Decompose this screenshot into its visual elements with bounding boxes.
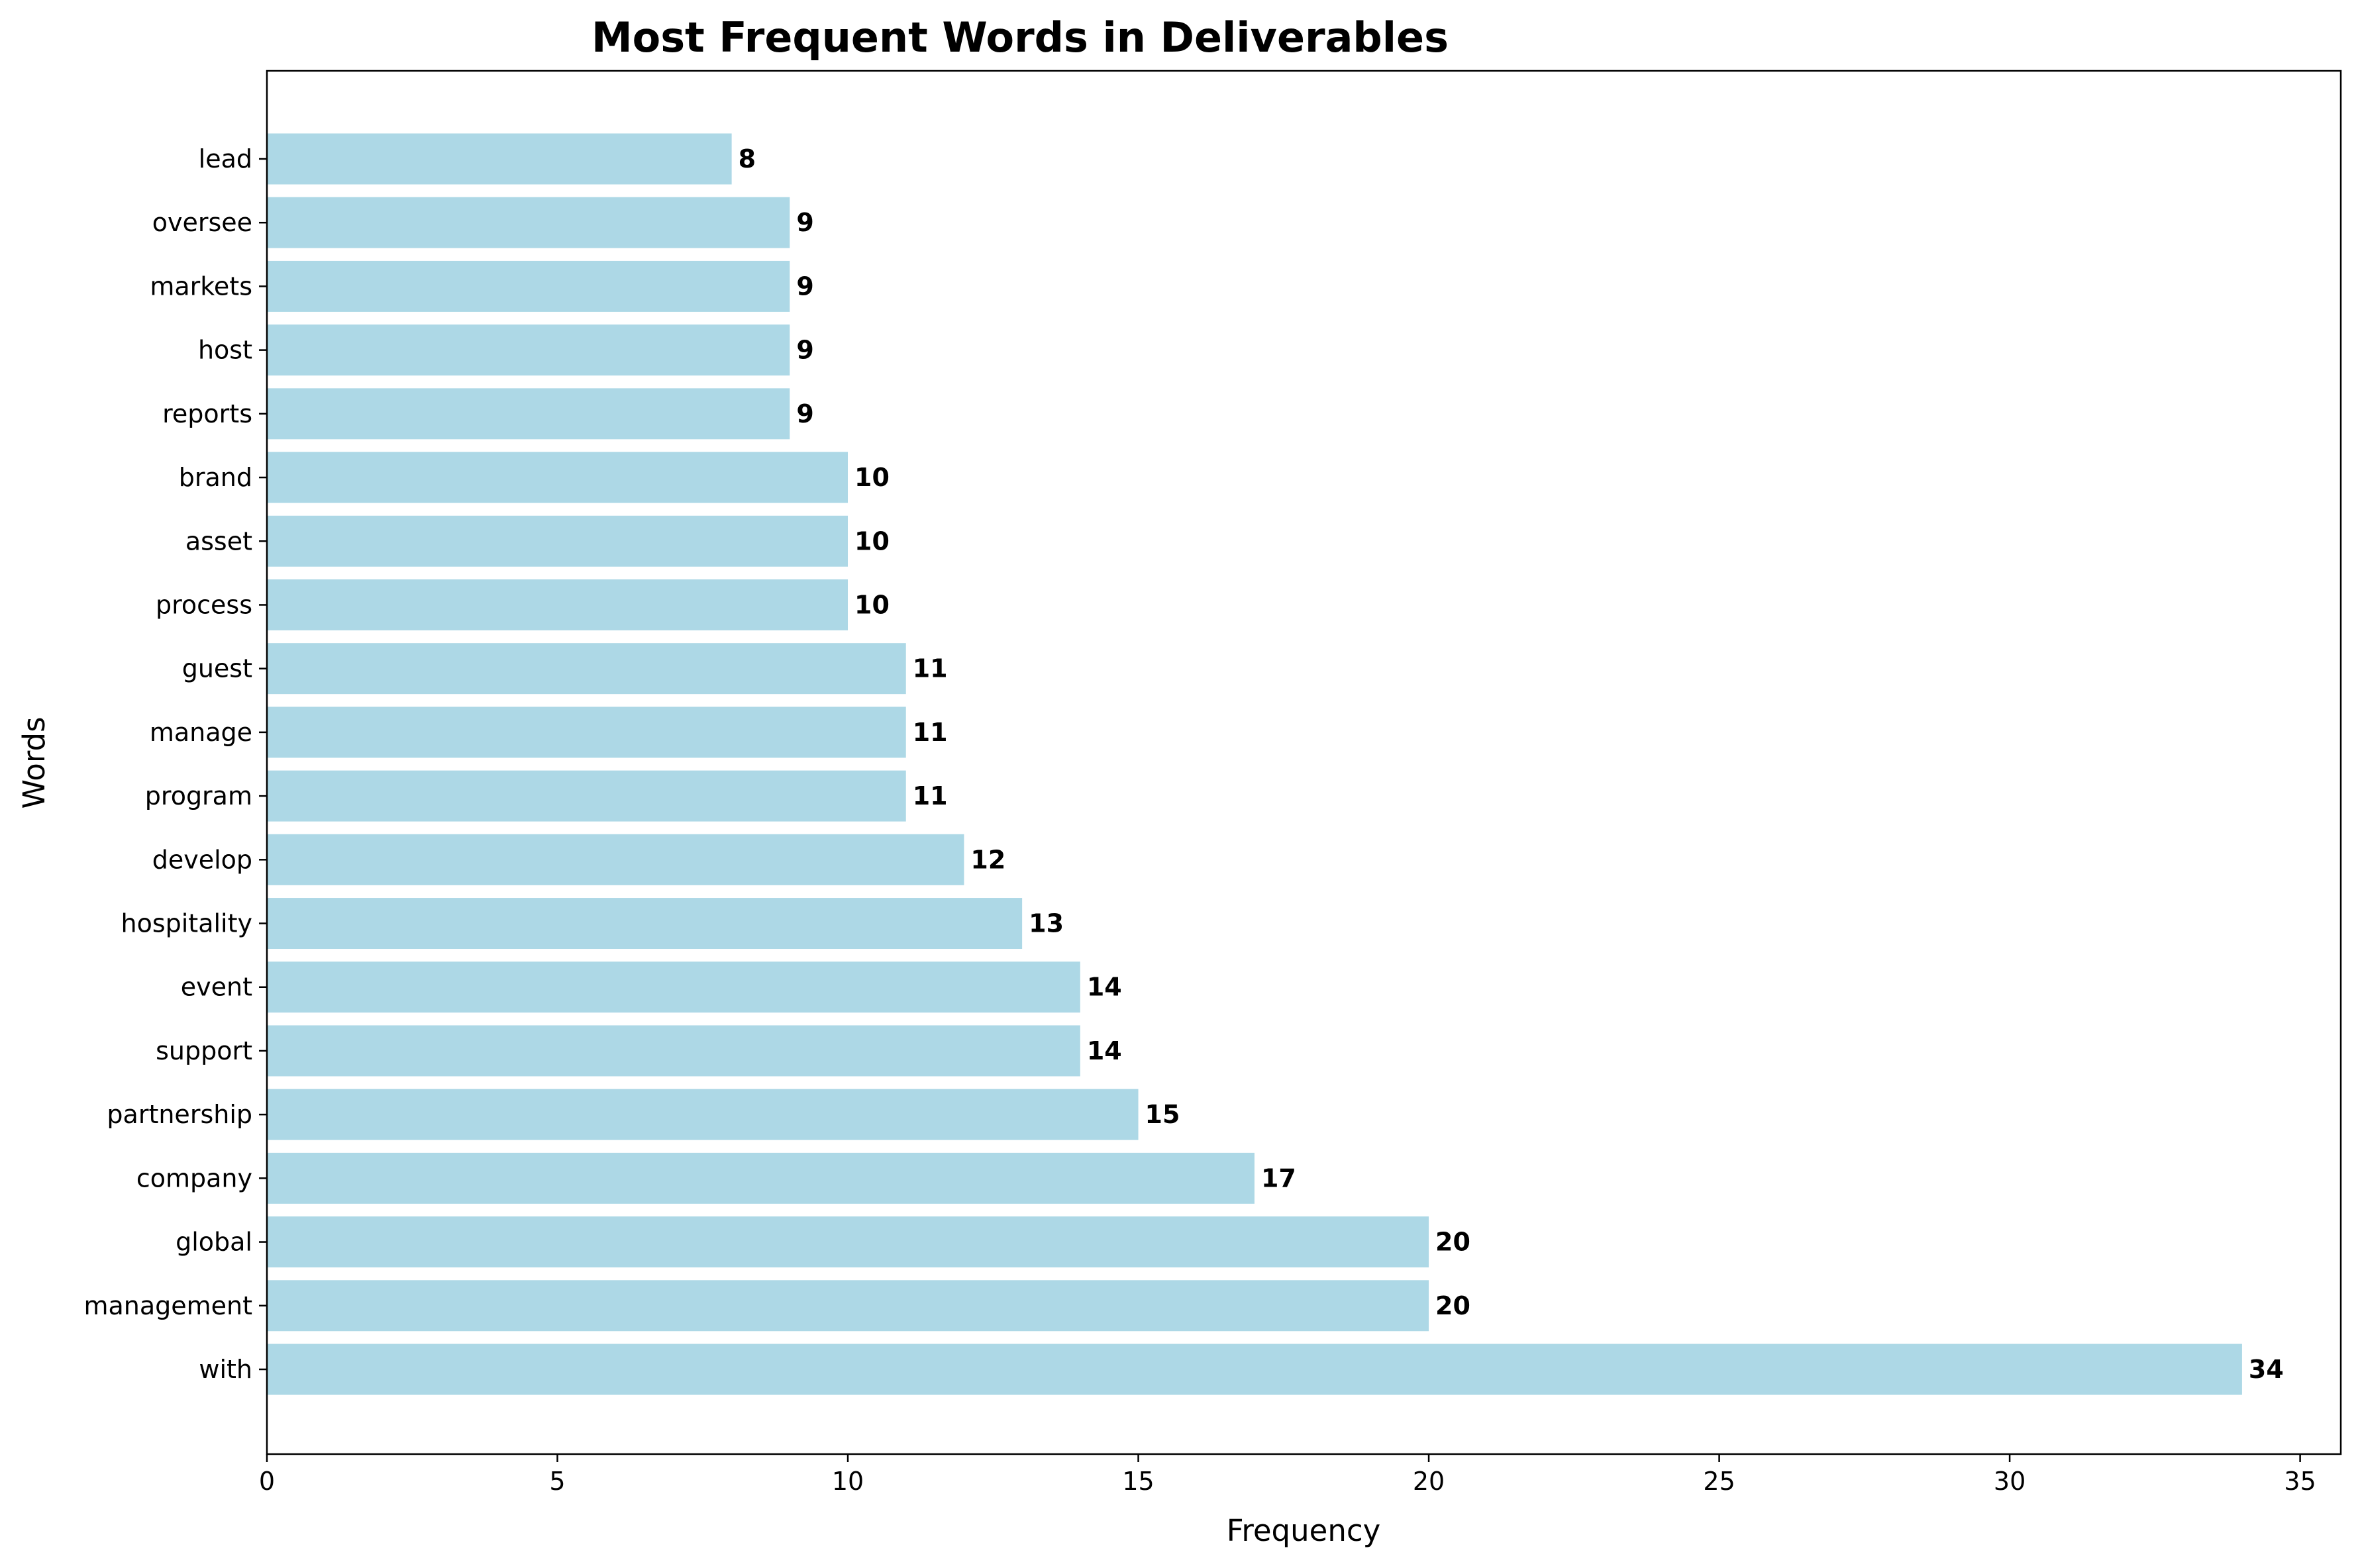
- bar-value-brand: 10: [854, 463, 890, 492]
- y-tick-label-event: event: [181, 973, 252, 1002]
- y-tick-label-company: company: [136, 1163, 252, 1193]
- y-tick-label-host: host: [198, 336, 252, 365]
- bar-partnership: [267, 1089, 1139, 1140]
- bar-process: [267, 579, 848, 630]
- y-tick-label-asset: asset: [185, 526, 252, 556]
- bar-value-company: 17: [1261, 1163, 1296, 1193]
- bar-value-program: 11: [913, 781, 948, 810]
- y-axis-ticks: with management global company partnership su…: [83, 144, 267, 1384]
- y-tick-label-process: process: [156, 590, 252, 619]
- y-tick-label-support: support: [156, 1036, 252, 1065]
- y-axis-label: Words: [17, 716, 52, 808]
- bar-value-guest: 11: [913, 654, 948, 683]
- bar-value-markets: 9: [796, 271, 813, 301]
- y-tick-label-global: global: [176, 1228, 252, 1257]
- x-tick-label-20: 20: [1413, 1467, 1445, 1496]
- bar-value-lead: 8: [739, 144, 756, 173]
- y-tick-label-develop: develop: [152, 845, 252, 874]
- bar-value-global: 20: [1435, 1228, 1470, 1257]
- bar-value-asset: 10: [854, 526, 890, 556]
- plot-frame: [266, 70, 2342, 1455]
- y-tick-label-program: program: [145, 781, 252, 810]
- bar-oversee: [267, 197, 790, 248]
- bar-value-host: 9: [796, 336, 813, 365]
- bar-manage: [267, 707, 906, 758]
- bar-host: [267, 324, 790, 376]
- bar-value-process: 10: [854, 590, 890, 619]
- bar-hospitality: [267, 898, 1023, 950]
- y-tick-label-manage: manage: [150, 718, 252, 747]
- bar-value-with: 34: [2249, 1355, 2284, 1384]
- bar-company: [267, 1152, 1255, 1204]
- bar-markets: [267, 260, 790, 312]
- bar-global: [267, 1216, 1429, 1268]
- bar-event: [267, 961, 1080, 1013]
- bar-lead: [267, 133, 732, 185]
- bars-group: [267, 133, 2242, 1395]
- y-tick-label-with: with: [199, 1355, 252, 1384]
- bar-with: [267, 1344, 2242, 1395]
- y-tick-label-lead: lead: [199, 144, 252, 173]
- x-tick-label-25: 25: [1703, 1467, 1735, 1496]
- bar-value-management: 20: [1435, 1291, 1470, 1320]
- bar-value-manage: 11: [913, 718, 948, 747]
- bar-management: [267, 1280, 1429, 1332]
- x-tick-label-35: 35: [2284, 1467, 2316, 1496]
- x-tick-label-30: 30: [1994, 1467, 2026, 1496]
- bar-value-reports: 9: [796, 399, 813, 428]
- bar-reports: [267, 388, 790, 440]
- y-tick-label-guest: guest: [182, 654, 252, 683]
- bar-support: [267, 1025, 1080, 1077]
- bar-brand: [267, 452, 848, 503]
- y-tick-label-brand: brand: [179, 463, 252, 492]
- y-tick-label-hospitality: hospitality: [121, 909, 253, 938]
- y-tick-label-partnership: partnership: [107, 1100, 252, 1129]
- y-tick-label-markets: markets: [150, 271, 252, 301]
- y-tick-label-reports: reports: [162, 399, 252, 428]
- y-tick-label-oversee: oversee: [152, 208, 252, 237]
- bar-develop: [267, 834, 964, 885]
- bar-asset: [267, 515, 848, 567]
- bar-value-support: 14: [1087, 1036, 1122, 1065]
- bar-program: [267, 770, 906, 822]
- chart-title: Most Frequent Words in Deliverables: [591, 13, 1449, 62]
- x-tick-label-5: 5: [549, 1467, 565, 1496]
- bar-value-develop: 12: [970, 845, 1005, 874]
- x-axis-label: Frequency: [1227, 1513, 1380, 1548]
- x-tick-label-0: 0: [259, 1467, 275, 1496]
- y-tick-label-management: management: [83, 1291, 252, 1320]
- x-axis-ticks: 0 5 10 15 20 25 30 35: [259, 1454, 2316, 1496]
- bar-value-hospitality: 13: [1029, 909, 1064, 938]
- x-tick-label-10: 10: [832, 1467, 864, 1496]
- bar-value-partnership: 15: [1145, 1100, 1180, 1129]
- bar-value-event: 14: [1087, 973, 1122, 1002]
- bar-value-oversee: 9: [796, 208, 813, 237]
- x-tick-label-15: 15: [1122, 1467, 1154, 1496]
- bar-value-labels: 34 20 20 17 15 14 14 13 12 11 11 11 10 10 10 9 9 9 9 8: [739, 144, 2284, 1384]
- bar-guest: [267, 643, 906, 695]
